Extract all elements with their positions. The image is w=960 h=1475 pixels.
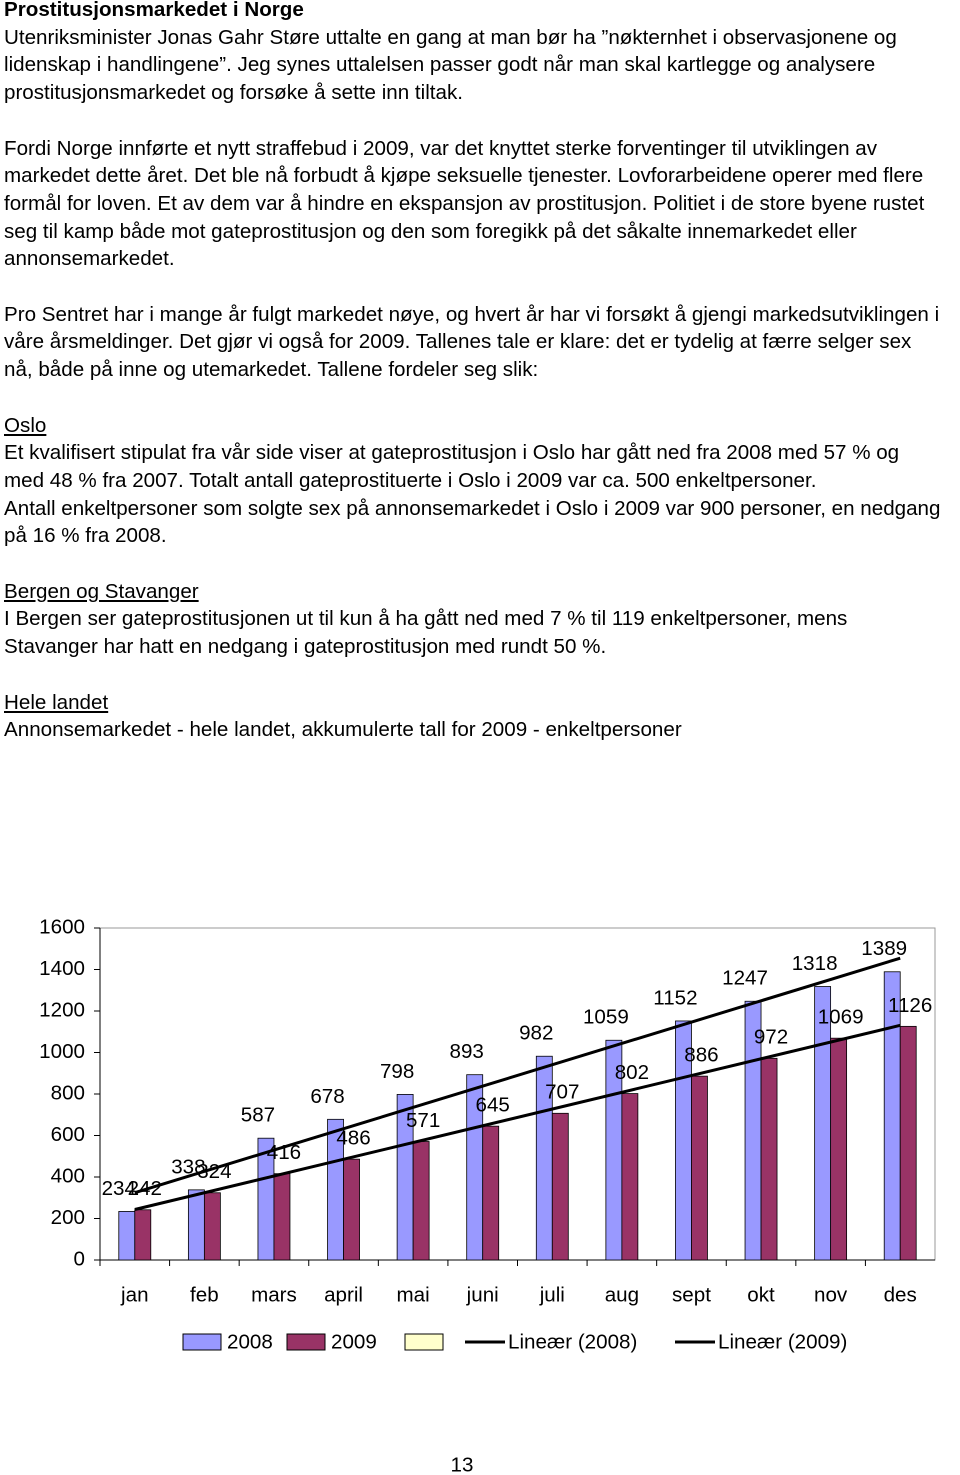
paragraph: Et kvalifisert stipulat fra vår side vis… [4, 441, 900, 492]
title: Prostitusjonsmarkedet i Norge [4, 0, 304, 21]
page-number: 13 [451, 1453, 474, 1475]
x-tick-label: des [884, 1283, 917, 1306]
data-label: 234 [102, 1177, 136, 1200]
data-label: 1247 [722, 967, 768, 990]
data-label: 1389 [861, 937, 907, 960]
data-label: 587 [241, 1104, 275, 1127]
x-tick-label: juli [539, 1283, 565, 1306]
data-label: 707 [545, 1081, 579, 1104]
data-label: 571 [406, 1109, 440, 1132]
y-tick-label: 400 [51, 1164, 85, 1187]
bar [203, 1192, 221, 1261]
x-tick-label: juni [466, 1283, 499, 1306]
section-heading: Hele landet [4, 690, 109, 714]
y-tick-label: 1600 [39, 915, 85, 938]
data-label: 972 [754, 1026, 788, 1049]
legend-label: 2009 [331, 1330, 377, 1353]
y-tick-label: 600 [51, 1123, 85, 1146]
data-label: 486 [336, 1127, 370, 1150]
y-tick-label: 1000 [39, 1040, 85, 1063]
bar [691, 1075, 708, 1261]
data-label: 416 [267, 1141, 301, 1164]
data-label: 982 [519, 1022, 553, 1045]
bar [621, 1093, 639, 1261]
paragraph: Fordi Norge innførte et nytt straffebud … [4, 136, 925, 271]
data-label: 1059 [583, 1006, 629, 1029]
section-heading: Oslo [4, 413, 47, 437]
bar [134, 1209, 152, 1261]
x-tick-label: jan [120, 1283, 148, 1306]
data-label: 886 [684, 1044, 718, 1067]
data-label: 802 [615, 1061, 649, 1084]
y-tick-label: 0 [74, 1247, 85, 1270]
legend-swatch [182, 1333, 222, 1351]
section-heading: Bergen og Stavanger [4, 579, 199, 603]
data-label: 893 [450, 1040, 484, 1063]
x-tick-label: feb [190, 1283, 219, 1306]
paragraph: Pro Sentret har i mange år fulgt markede… [4, 302, 940, 382]
y-tick-label: 200 [51, 1206, 85, 1229]
bar [118, 1211, 136, 1261]
paragraph: Antall enkeltpersoner som solgte sex på … [4, 496, 941, 548]
y-tick-label: 1200 [39, 998, 85, 1021]
data-label: 1318 [792, 952, 838, 975]
x-tick-label: nov [814, 1283, 848, 1306]
x-tick-label: sept [672, 1283, 711, 1306]
legend-swatch [404, 1333, 444, 1351]
data-label: 1152 [653, 986, 697, 1009]
paragraph: I Bergen ser gateprostitusjonen ut til k… [4, 607, 848, 659]
bar [412, 1141, 430, 1261]
bar [899, 1025, 917, 1261]
bar [187, 1189, 205, 1261]
plot-area [99, 927, 936, 1261]
x-tick-label: mai [397, 1283, 430, 1306]
x-tick-label: aug [605, 1283, 639, 1306]
x-tick-label: mars [251, 1283, 297, 1306]
paragraph: Annonsemarkedet - hele landet, akkumuler… [4, 718, 682, 742]
legend-label: Lineær (2008) [508, 1330, 637, 1353]
legend-label: Lineær (2009) [718, 1330, 847, 1353]
legend-swatch [286, 1333, 326, 1351]
data-label: 645 [476, 1094, 510, 1117]
trend-line [134, 1023, 901, 1211]
data-label: 798 [380, 1060, 414, 1083]
bar [273, 1173, 291, 1261]
y-tick-label: 800 [51, 1081, 85, 1104]
x-tick-label: april [324, 1283, 363, 1306]
bar [760, 1057, 778, 1261]
bar [482, 1125, 500, 1261]
data-label: 1126 [888, 994, 932, 1017]
bar [343, 1158, 360, 1261]
document-text: Prostitusjonsmarkedet i Norge Utenriksmi… [4, 0, 944, 772]
data-label: 678 [310, 1085, 344, 1108]
paragraph: Utenriksminister Jonas Gahr Støre uttalt… [4, 25, 897, 105]
x-tick-label: okt [747, 1283, 775, 1306]
y-tick-label: 1400 [39, 957, 85, 980]
trend-line [134, 956, 901, 1195]
bar [830, 1037, 848, 1261]
data-label: 1069 [818, 1006, 864, 1029]
legend-label: 2008 [227, 1330, 273, 1353]
bar [551, 1112, 569, 1261]
